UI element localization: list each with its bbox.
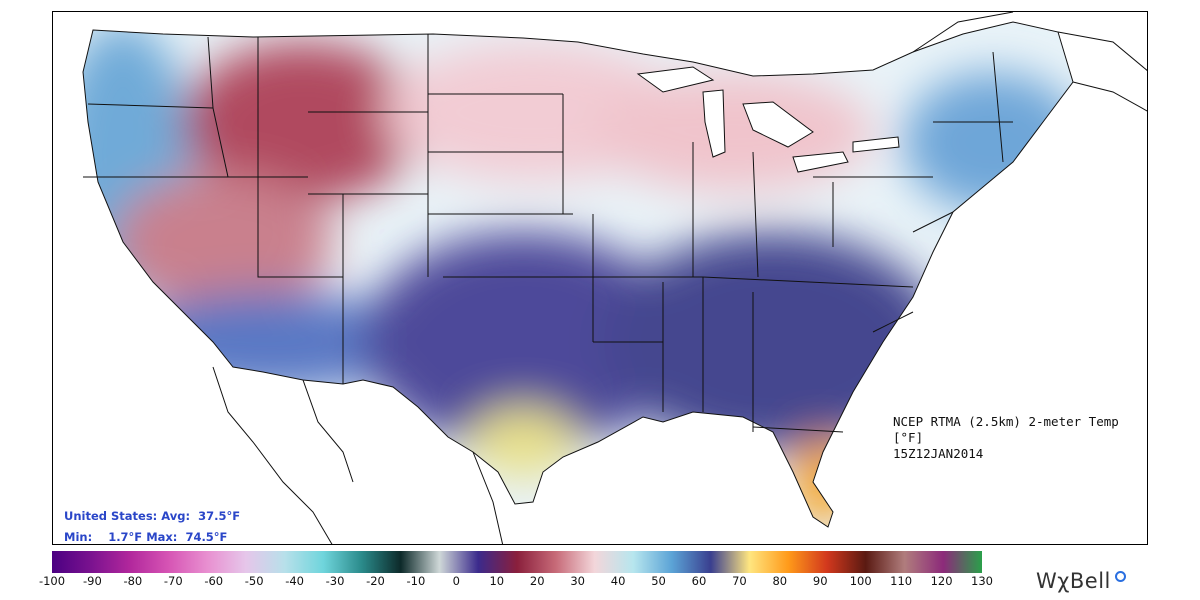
min-value: 1.7°F	[108, 530, 143, 544]
great-lakes-water	[636, 66, 900, 173]
tick-label: -70	[163, 574, 183, 588]
colorbar-ticks: -100 -90 -80 -70 -60 -50 -40 -30 -20 -10 0 10 20 30 40…	[0, 574, 1000, 590]
stats-row-avg: United States: Avg: 37.5°F	[64, 506, 240, 527]
region-northern-rockies	[183, 42, 423, 202]
tick-label: 40	[610, 574, 626, 588]
max-label: Max:	[146, 530, 178, 544]
neighbor-coasts	[212, 12, 1147, 544]
region-great-lakes	[593, 72, 873, 192]
tick-label: -80	[123, 574, 143, 588]
temperature-stats: United States: Avg: 37.5°F Min: 1.7°F Ma…	[64, 506, 240, 548]
avg-label: United States: Avg:	[64, 509, 191, 523]
tick-label: 30	[570, 574, 585, 588]
colorbar-gradient	[52, 551, 982, 573]
title-line-product: NCEP RTMA (2.5km) 2-meter Temp [°F]	[893, 414, 1119, 445]
map-frame[interactable]: NCEP RTMA (2.5km) 2-meter Temp [°F] 15Z1…	[52, 11, 1148, 545]
tick-label: -10	[406, 574, 426, 588]
tick-label: 0	[452, 574, 461, 588]
tick-label: -40	[285, 574, 304, 588]
tick-label: 110	[890, 574, 913, 588]
tick-label: -50	[244, 574, 264, 588]
max-value: 74.5°F	[185, 530, 228, 544]
tick-label: 20	[529, 574, 545, 588]
map-title: NCEP RTMA (2.5km) 2-meter Temp [°F] 15Z1…	[893, 414, 1147, 462]
tick-label: 50	[651, 574, 666, 588]
tick-label: 80	[772, 574, 788, 588]
region-southern-plains	[363, 232, 683, 452]
tick-label: -20	[366, 574, 385, 588]
brand-dot-icon	[1114, 571, 1126, 582]
tick-label: 100	[849, 574, 872, 588]
us-outline	[82, 21, 1074, 528]
colorbar	[52, 551, 982, 573]
boundaries	[82, 21, 1074, 528]
avg-value: 37.5°F	[198, 509, 241, 523]
tick-label: -60	[204, 574, 224, 588]
region-texas-gulf	[468, 407, 578, 477]
brand-logo: WχBell	[1036, 569, 1126, 593]
us-land	[83, 22, 1073, 527]
tick-label: 130	[971, 574, 993, 588]
tick-label: -30	[325, 574, 345, 588]
tick-label: 60	[691, 574, 707, 588]
brand-name: WχBell	[1036, 569, 1111, 593]
tick-label: 70	[732, 574, 747, 588]
min-label: Min:	[64, 530, 93, 544]
tick-label: 90	[812, 574, 828, 588]
stats-row-minmax: Min: 1.7°F Max: 74.5°F	[64, 527, 240, 548]
tick-label: -90	[83, 574, 102, 588]
temperature-map	[53, 12, 1147, 544]
tick-label: -100	[38, 574, 66, 588]
tick-label: 10	[489, 574, 505, 588]
tick-label: 120	[930, 574, 953, 588]
title-line-time: 15Z12JAN2014	[893, 446, 984, 461]
